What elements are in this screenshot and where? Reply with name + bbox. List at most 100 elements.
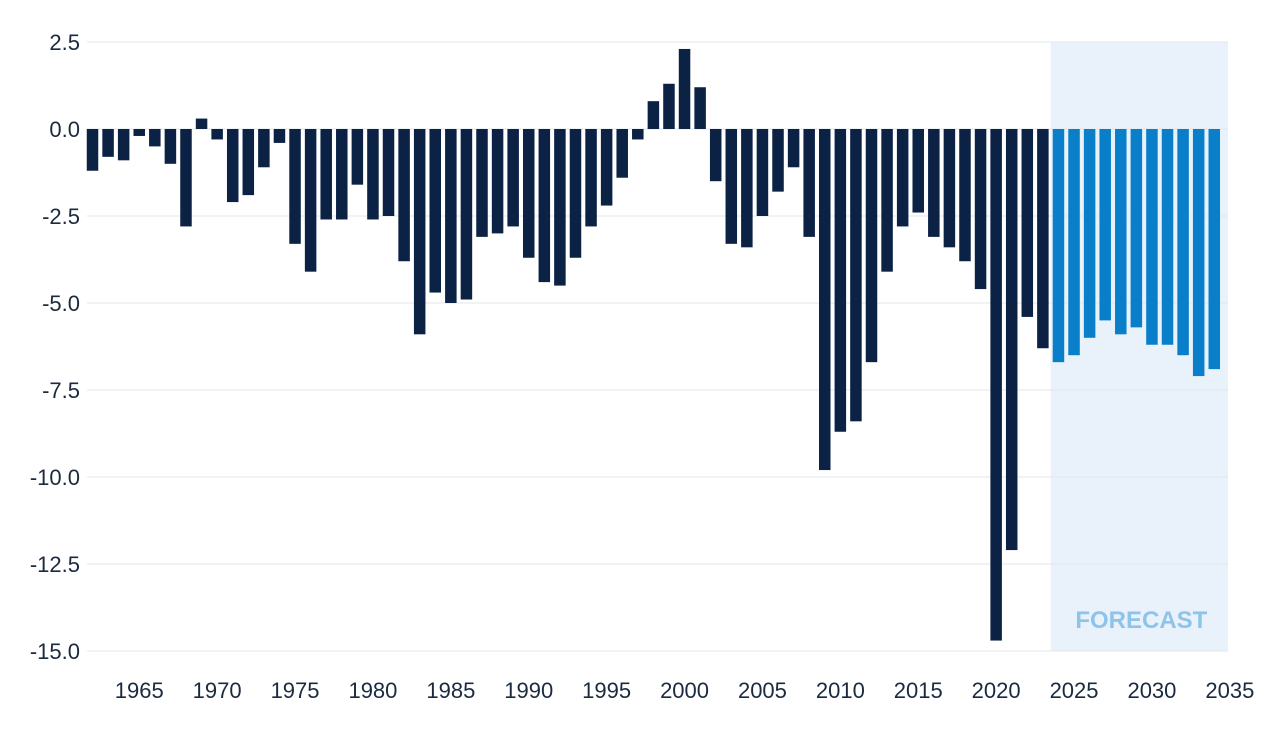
bar-2014 [896, 129, 909, 227]
bar-1983 [413, 129, 426, 335]
bar-2006 [772, 129, 784, 192]
x-tick-label: 1965 [115, 678, 164, 703]
bar-1976 [304, 129, 317, 272]
bar-2015 [912, 129, 924, 213]
x-tick-label: 1995 [582, 678, 631, 703]
y-tick-label: 0.0 [49, 117, 80, 142]
bar-1980 [367, 129, 379, 220]
x-tick-label: 1990 [504, 678, 553, 703]
bar-2029 [1130, 129, 1143, 328]
bar-1964 [117, 129, 130, 161]
x-tick-label: 2025 [1050, 678, 1099, 703]
bar-2019 [974, 129, 987, 290]
bar-2012 [865, 129, 878, 363]
bar-1987 [476, 129, 488, 237]
bar-1996 [616, 129, 628, 178]
x-tick-label: 2035 [1205, 678, 1254, 703]
forecast-label: FORECAST [1075, 607, 1207, 634]
x-axis: 1965 1970 1975 1980 1985 1990 1995 2000 2005 2010… [115, 678, 1255, 703]
bar-1973 [258, 129, 270, 168]
bar-1965 [133, 129, 145, 136]
bar-1966 [149, 129, 161, 147]
bar-1988 [491, 129, 504, 234]
bar-1977 [320, 129, 332, 220]
bar-1979 [351, 129, 364, 185]
bar-1997 [632, 129, 644, 140]
bar-1962 [86, 129, 99, 171]
bar-1998 [647, 101, 660, 129]
bar-2031 [1161, 129, 1174, 345]
bar-1981 [382, 129, 395, 216]
bar-1992 [554, 129, 566, 286]
bar-1990 [522, 129, 535, 258]
x-tick-label: 2010 [816, 678, 865, 703]
bar-2027 [1099, 129, 1111, 321]
bar-1978 [336, 129, 348, 220]
bar-1991 [538, 129, 551, 283]
bar-2018 [959, 129, 971, 262]
bar-1967 [164, 129, 177, 164]
bar-1969 [195, 118, 208, 129]
bar-1972 [242, 129, 255, 196]
bar-2001 [694, 87, 706, 129]
bar-2026 [1083, 129, 1096, 338]
bar-2021 [1005, 129, 1018, 551]
bar-1974 [273, 129, 286, 143]
bars [86, 48, 1221, 641]
bar-2024 [1052, 129, 1065, 363]
bar-1989 [507, 129, 519, 227]
y-tick-label: -12.5 [30, 552, 80, 577]
bar-2020 [990, 129, 1002, 641]
bar-1995 [600, 129, 613, 206]
bar-2011 [850, 129, 862, 422]
bar-2023 [1037, 129, 1049, 349]
bar-2008 [803, 129, 815, 237]
bar-1975 [289, 129, 301, 244]
x-tick-label: 2015 [894, 678, 943, 703]
x-tick-label: 2020 [972, 678, 1021, 703]
bar-1985 [445, 129, 457, 303]
bar-2010 [834, 129, 847, 432]
x-tick-label: 2005 [738, 678, 787, 703]
bar-2005 [756, 129, 769, 216]
bar-1982 [398, 129, 410, 262]
bar-2002 [709, 129, 722, 182]
bar-2017 [943, 129, 956, 248]
y-tick-label: -10.0 [30, 465, 80, 490]
x-tick-label: 1985 [426, 678, 475, 703]
x-tick-label: 1975 [271, 678, 320, 703]
bar-1963 [102, 129, 114, 157]
bar-2022 [1021, 129, 1034, 317]
bar-2009 [819, 129, 831, 471]
bar-1971 [226, 129, 239, 203]
y-tick-label: -2.5 [42, 204, 80, 229]
bar-1984 [429, 129, 442, 293]
bar-2016 [928, 129, 940, 237]
bar-2000 [678, 48, 691, 129]
bar-2032 [1177, 129, 1189, 356]
bar-1970 [211, 129, 223, 140]
bar-1994 [585, 129, 597, 227]
y-axis: 2.5 0.0 -2.5 -5.0 -7.5 -10.0 -12.5 -15.0 [30, 30, 80, 664]
bar-2004 [741, 129, 753, 248]
bar-1993 [569, 129, 582, 258]
bar-2030 [1146, 129, 1158, 345]
bar-2033 [1192, 129, 1205, 377]
y-tick-label: -5.0 [42, 291, 80, 316]
x-tick-label: 2000 [660, 678, 709, 703]
bar-2028 [1115, 129, 1127, 335]
y-tick-label: -15.0 [30, 639, 80, 664]
y-tick-label: 2.5 [49, 30, 80, 55]
bar-1999 [663, 83, 675, 129]
bar-2013 [881, 129, 893, 272]
bar-2034 [1208, 129, 1221, 370]
x-tick-label: 2030 [1127, 678, 1176, 703]
bar-1986 [460, 129, 473, 300]
bar-1968 [180, 129, 192, 227]
bar-2025 [1068, 129, 1080, 356]
x-tick-label: 1970 [193, 678, 242, 703]
y-tick-label: -7.5 [42, 378, 80, 403]
bar-2003 [725, 129, 738, 244]
